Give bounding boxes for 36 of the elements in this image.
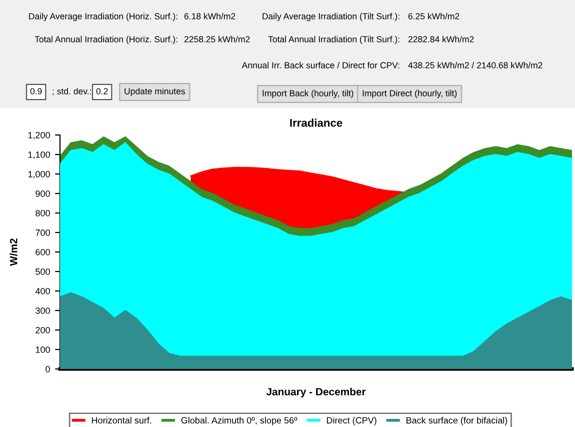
y-tick-label: 800 (36, 210, 50, 216)
text: 6.25 kWh/m2 (408, 12, 460, 20)
y-tick-label: 900 (36, 190, 50, 197)
chart-title: Irradiance (290, 118, 342, 127)
y-tick-label: 600 (36, 248, 50, 256)
text: Import Back (hourly, tilt) (262, 90, 354, 98)
legend-label: Direct (CPV) (326, 416, 376, 426)
y-tick-label: 1,200 (28, 132, 50, 140)
legend-label: Global. Azimuth 0º, slope 56º (181, 416, 298, 426)
text: Daily Average Irradiation (Horiz. Surf.): (29, 12, 178, 22)
text: ; std. dev.: (52, 88, 91, 96)
text: Import Direct (hourly, tilt) (362, 90, 457, 98)
y-tick-label: 1,000 (28, 170, 50, 178)
y-tick-label: 1,100 (28, 151, 50, 159)
text: Total Annual Irradiation (Tilt Surf.): (268, 36, 400, 44)
text: Total Annual Irradiation (Horiz. Surf.): (34, 36, 178, 44)
text: 0.2 (96, 88, 108, 94)
y-tick-label: 300 (36, 307, 50, 314)
y-tick-label: 200 (36, 326, 50, 334)
text: Daily Average Irradiation (Tilt Surf.): (262, 12, 400, 22)
text: 2258.25 kWh/m2 (184, 36, 250, 42)
x-axis-title: January - December (266, 388, 366, 398)
legend-label: Horizontal surf. (92, 416, 152, 424)
text: 438.25 kWh/m2 / 2140.68 kWh/m2 (408, 62, 542, 68)
y-tick-label: 400 (35, 288, 50, 294)
text: 6.18 kWh/m2 (184, 12, 236, 20)
y-tick-label: 0 (46, 366, 50, 372)
text: Update minutes (124, 88, 185, 96)
legend-label: Back surface (for bifacial) (406, 416, 508, 426)
y-tick-label: 700 (36, 229, 50, 236)
text: 0.9 (30, 88, 42, 94)
y-axis-title: W/m2 (10, 238, 18, 266)
y-tick-label: 500 (36, 268, 50, 275)
text: Annual Irr. Back surface / Direct for CPV: (242, 62, 400, 68)
text: 2282.84 kWh/m2 (408, 36, 474, 42)
y-tick-label: 100 (36, 346, 50, 353)
